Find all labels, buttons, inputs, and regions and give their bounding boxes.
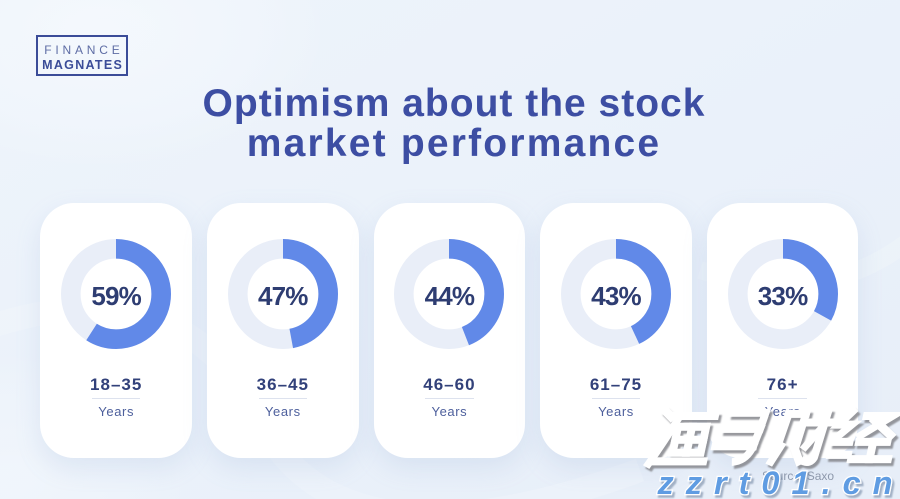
svg-text:zzrt01.cn: zzrt01.cn — [656, 465, 900, 499]
